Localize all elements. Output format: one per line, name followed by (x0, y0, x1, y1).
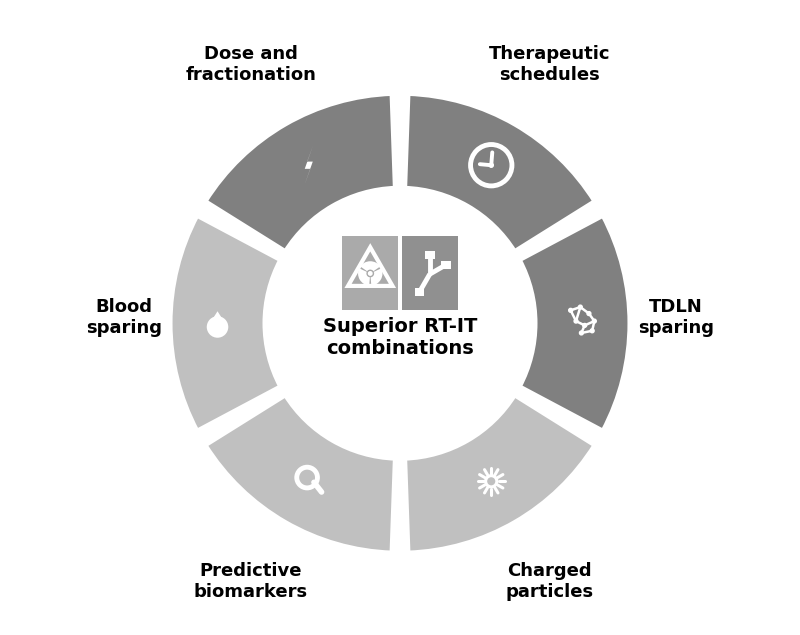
Polygon shape (210, 311, 226, 324)
Circle shape (590, 329, 594, 333)
Text: Dose and
fractionation: Dose and fractionation (185, 45, 316, 84)
FancyBboxPatch shape (342, 236, 398, 311)
Wedge shape (170, 215, 281, 431)
Circle shape (206, 316, 228, 338)
Wedge shape (370, 268, 382, 286)
Circle shape (369, 272, 372, 275)
FancyBboxPatch shape (402, 236, 458, 311)
Circle shape (579, 331, 583, 335)
Text: Charged
particles: Charged particles (506, 563, 594, 601)
Wedge shape (358, 268, 370, 286)
Circle shape (582, 323, 586, 328)
Circle shape (367, 271, 373, 276)
FancyBboxPatch shape (425, 251, 434, 259)
Circle shape (578, 305, 582, 309)
Text: Predictive
biomarkers: Predictive biomarkers (194, 563, 308, 601)
Wedge shape (205, 93, 395, 251)
Circle shape (265, 188, 535, 458)
FancyBboxPatch shape (442, 261, 451, 269)
Text: Superior RT-IT
combinations: Superior RT-IT combinations (323, 318, 477, 359)
Wedge shape (405, 395, 595, 553)
Wedge shape (519, 215, 630, 431)
Text: Blood
sparing: Blood sparing (86, 298, 162, 337)
Circle shape (574, 319, 578, 323)
Wedge shape (205, 395, 395, 553)
Text: TDLN
sparing: TDLN sparing (638, 298, 714, 337)
Polygon shape (304, 145, 313, 185)
Circle shape (489, 163, 494, 167)
Wedge shape (360, 261, 380, 272)
Circle shape (592, 319, 596, 323)
Circle shape (569, 309, 573, 312)
FancyBboxPatch shape (414, 288, 424, 296)
Circle shape (587, 312, 591, 316)
Wedge shape (405, 93, 595, 251)
Text: Therapeutic
schedules: Therapeutic schedules (489, 45, 610, 84)
Circle shape (367, 271, 374, 277)
